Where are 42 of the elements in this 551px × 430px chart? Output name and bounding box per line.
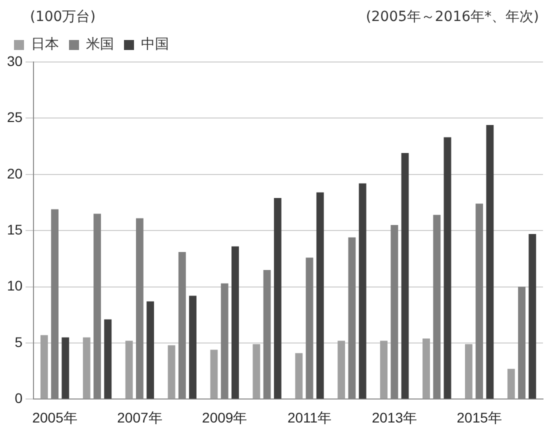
bar [104, 319, 112, 399]
bar [146, 301, 154, 399]
x-tick-label: 2007年 [117, 409, 162, 426]
chart-subtitle: (2005年～2016年*、年次) [366, 8, 539, 26]
legend-label: 米国 [86, 36, 114, 53]
bar [295, 353, 303, 399]
y-tick-label: 30 [6, 52, 23, 69]
y-tick-label: 25 [6, 109, 23, 126]
bar [40, 335, 48, 399]
bar [125, 340, 133, 399]
bar [486, 124, 494, 399]
bar [210, 350, 218, 399]
bar [274, 198, 282, 399]
bar [380, 340, 388, 399]
x-tick-label: 2009年 [202, 409, 248, 426]
bar [422, 338, 430, 399]
bar [358, 183, 366, 399]
bar [507, 368, 515, 399]
x-tick-label: 2013年 [372, 409, 417, 426]
y-tick-label: 15 [6, 221, 23, 238]
bar [464, 344, 472, 399]
x-tick-label: 2005年 [32, 409, 78, 426]
bar [189, 296, 196, 399]
y-tick-label: 5 [14, 334, 23, 350]
bar [232, 246, 239, 399]
y-axis-title: (100万台) [30, 8, 96, 26]
legend-label: 日本 [31, 36, 59, 53]
bar [252, 344, 260, 399]
y-tick-label: 20 [6, 165, 23, 182]
legend-label: 中国 [141, 36, 169, 53]
bar [316, 192, 324, 399]
y-tick-label: 10 [6, 278, 23, 294]
y-tick-label: 0 [14, 390, 23, 406]
bar [401, 153, 409, 399]
bar [82, 337, 90, 399]
bar [528, 234, 536, 399]
x-tick-label: 2011年 [287, 409, 332, 426]
x-tick-label: 2015年 [456, 409, 502, 426]
bar [62, 337, 70, 399]
bar [338, 340, 346, 399]
bar [444, 137, 452, 399]
bar [168, 345, 176, 399]
